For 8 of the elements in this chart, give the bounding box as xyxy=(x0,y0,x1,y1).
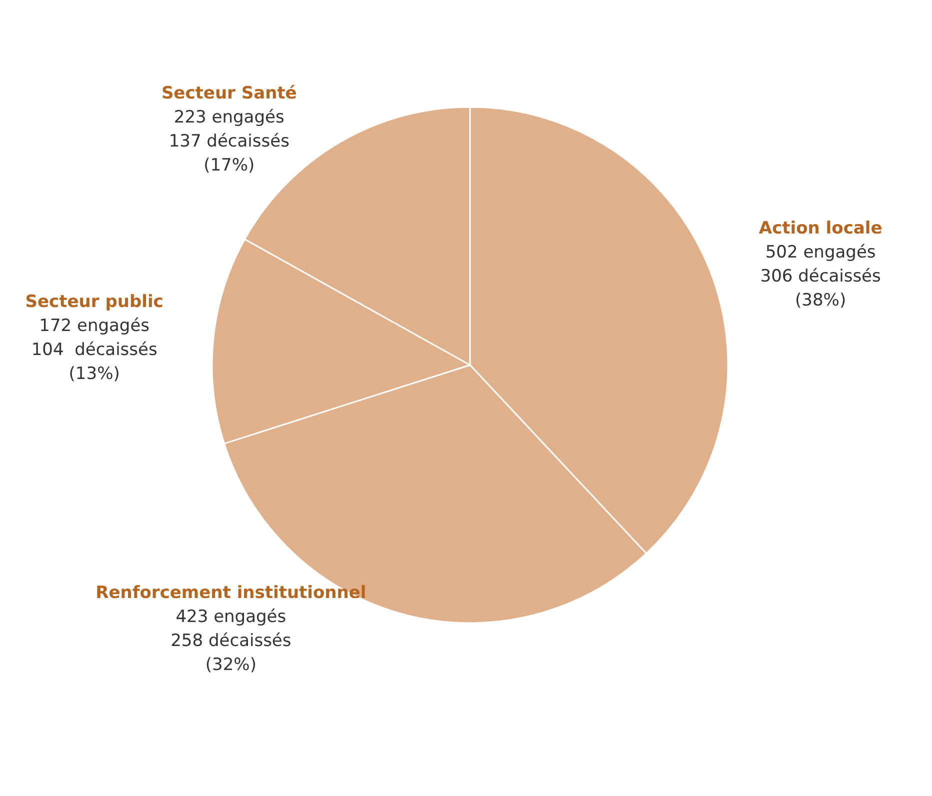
slice-label: Secteur Santé xyxy=(161,84,297,104)
slice-label: Action locale xyxy=(758,218,882,239)
data-label: 223 engagés 137 décaissés (17%) xyxy=(168,108,290,176)
slice-label: Secteur public xyxy=(25,292,164,312)
data-label: 423 engagés 258 décaissés (32%) xyxy=(170,607,292,676)
data-label: 172 engagés 104 décaissés (13%) xyxy=(31,316,158,384)
data-label: 502 engagés 306 décaissés (38%) xyxy=(760,242,882,311)
slice-label: Renforcement institutionnel xyxy=(96,583,366,604)
